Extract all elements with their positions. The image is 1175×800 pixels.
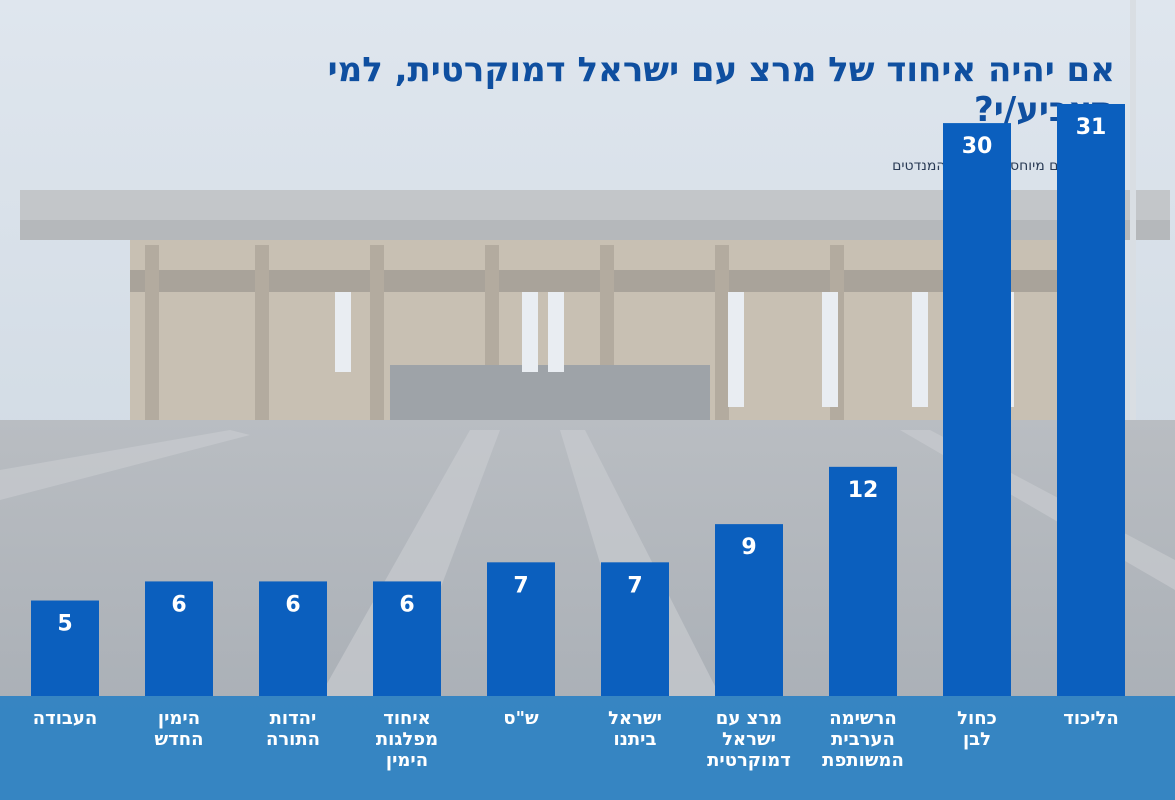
category-band xyxy=(0,696,1175,800)
bar-9 xyxy=(145,581,213,696)
value-label-7: 6 xyxy=(399,592,414,617)
value-label-1: 31 xyxy=(1076,115,1107,140)
value-label-8: 6 xyxy=(285,592,300,617)
category-label-1: הליכוד xyxy=(1063,708,1119,729)
chart-title: אם יהיה איחוד של מרצ עם ישראל דמוקרטית, … xyxy=(327,50,1115,130)
category-label-5: ישראל ביתנו xyxy=(608,708,662,750)
category-labels-layer: הליכוד כחול לבן הרשימה הערבית המשותפת מרצ עם יש… xyxy=(33,708,1119,771)
category-label-4: מרצ עם ישראל דמוקרטית xyxy=(707,708,791,771)
category-label-8: יהדות התורה xyxy=(266,708,320,750)
bar-3 xyxy=(829,466,897,696)
category-label-9: הימין החדש xyxy=(155,708,204,750)
value-label-2: 30 xyxy=(962,134,993,159)
category-label-2: כחול לבן xyxy=(957,708,997,750)
category-label-7: איחוד מפלגות הימין xyxy=(376,708,438,771)
bar-1 xyxy=(1057,104,1125,696)
bar-6 xyxy=(487,562,555,696)
bar-7 xyxy=(373,581,441,696)
value-label-3: 12 xyxy=(848,478,879,503)
bar-2 xyxy=(943,123,1011,696)
value-label-5: 7 xyxy=(627,573,642,598)
bar-4 xyxy=(715,524,783,696)
value-label-4: 9 xyxy=(741,535,756,560)
value-label-10: 5 xyxy=(57,612,72,637)
category-label-6: ש"ס xyxy=(503,708,539,729)
bars-layer xyxy=(31,104,1125,696)
value-label-9: 6 xyxy=(171,592,186,617)
value-labels-layer: 31 30 12 9 7 7 6 6 6 5 xyxy=(57,115,1106,637)
value-label-6: 7 xyxy=(513,573,528,598)
bar-8 xyxy=(259,581,327,696)
category-label-3: הרשימה הערבית המשותפת xyxy=(822,708,904,771)
bar-10 xyxy=(31,600,99,696)
bar-5 xyxy=(601,562,669,696)
category-label-10: העבודה xyxy=(33,708,97,729)
